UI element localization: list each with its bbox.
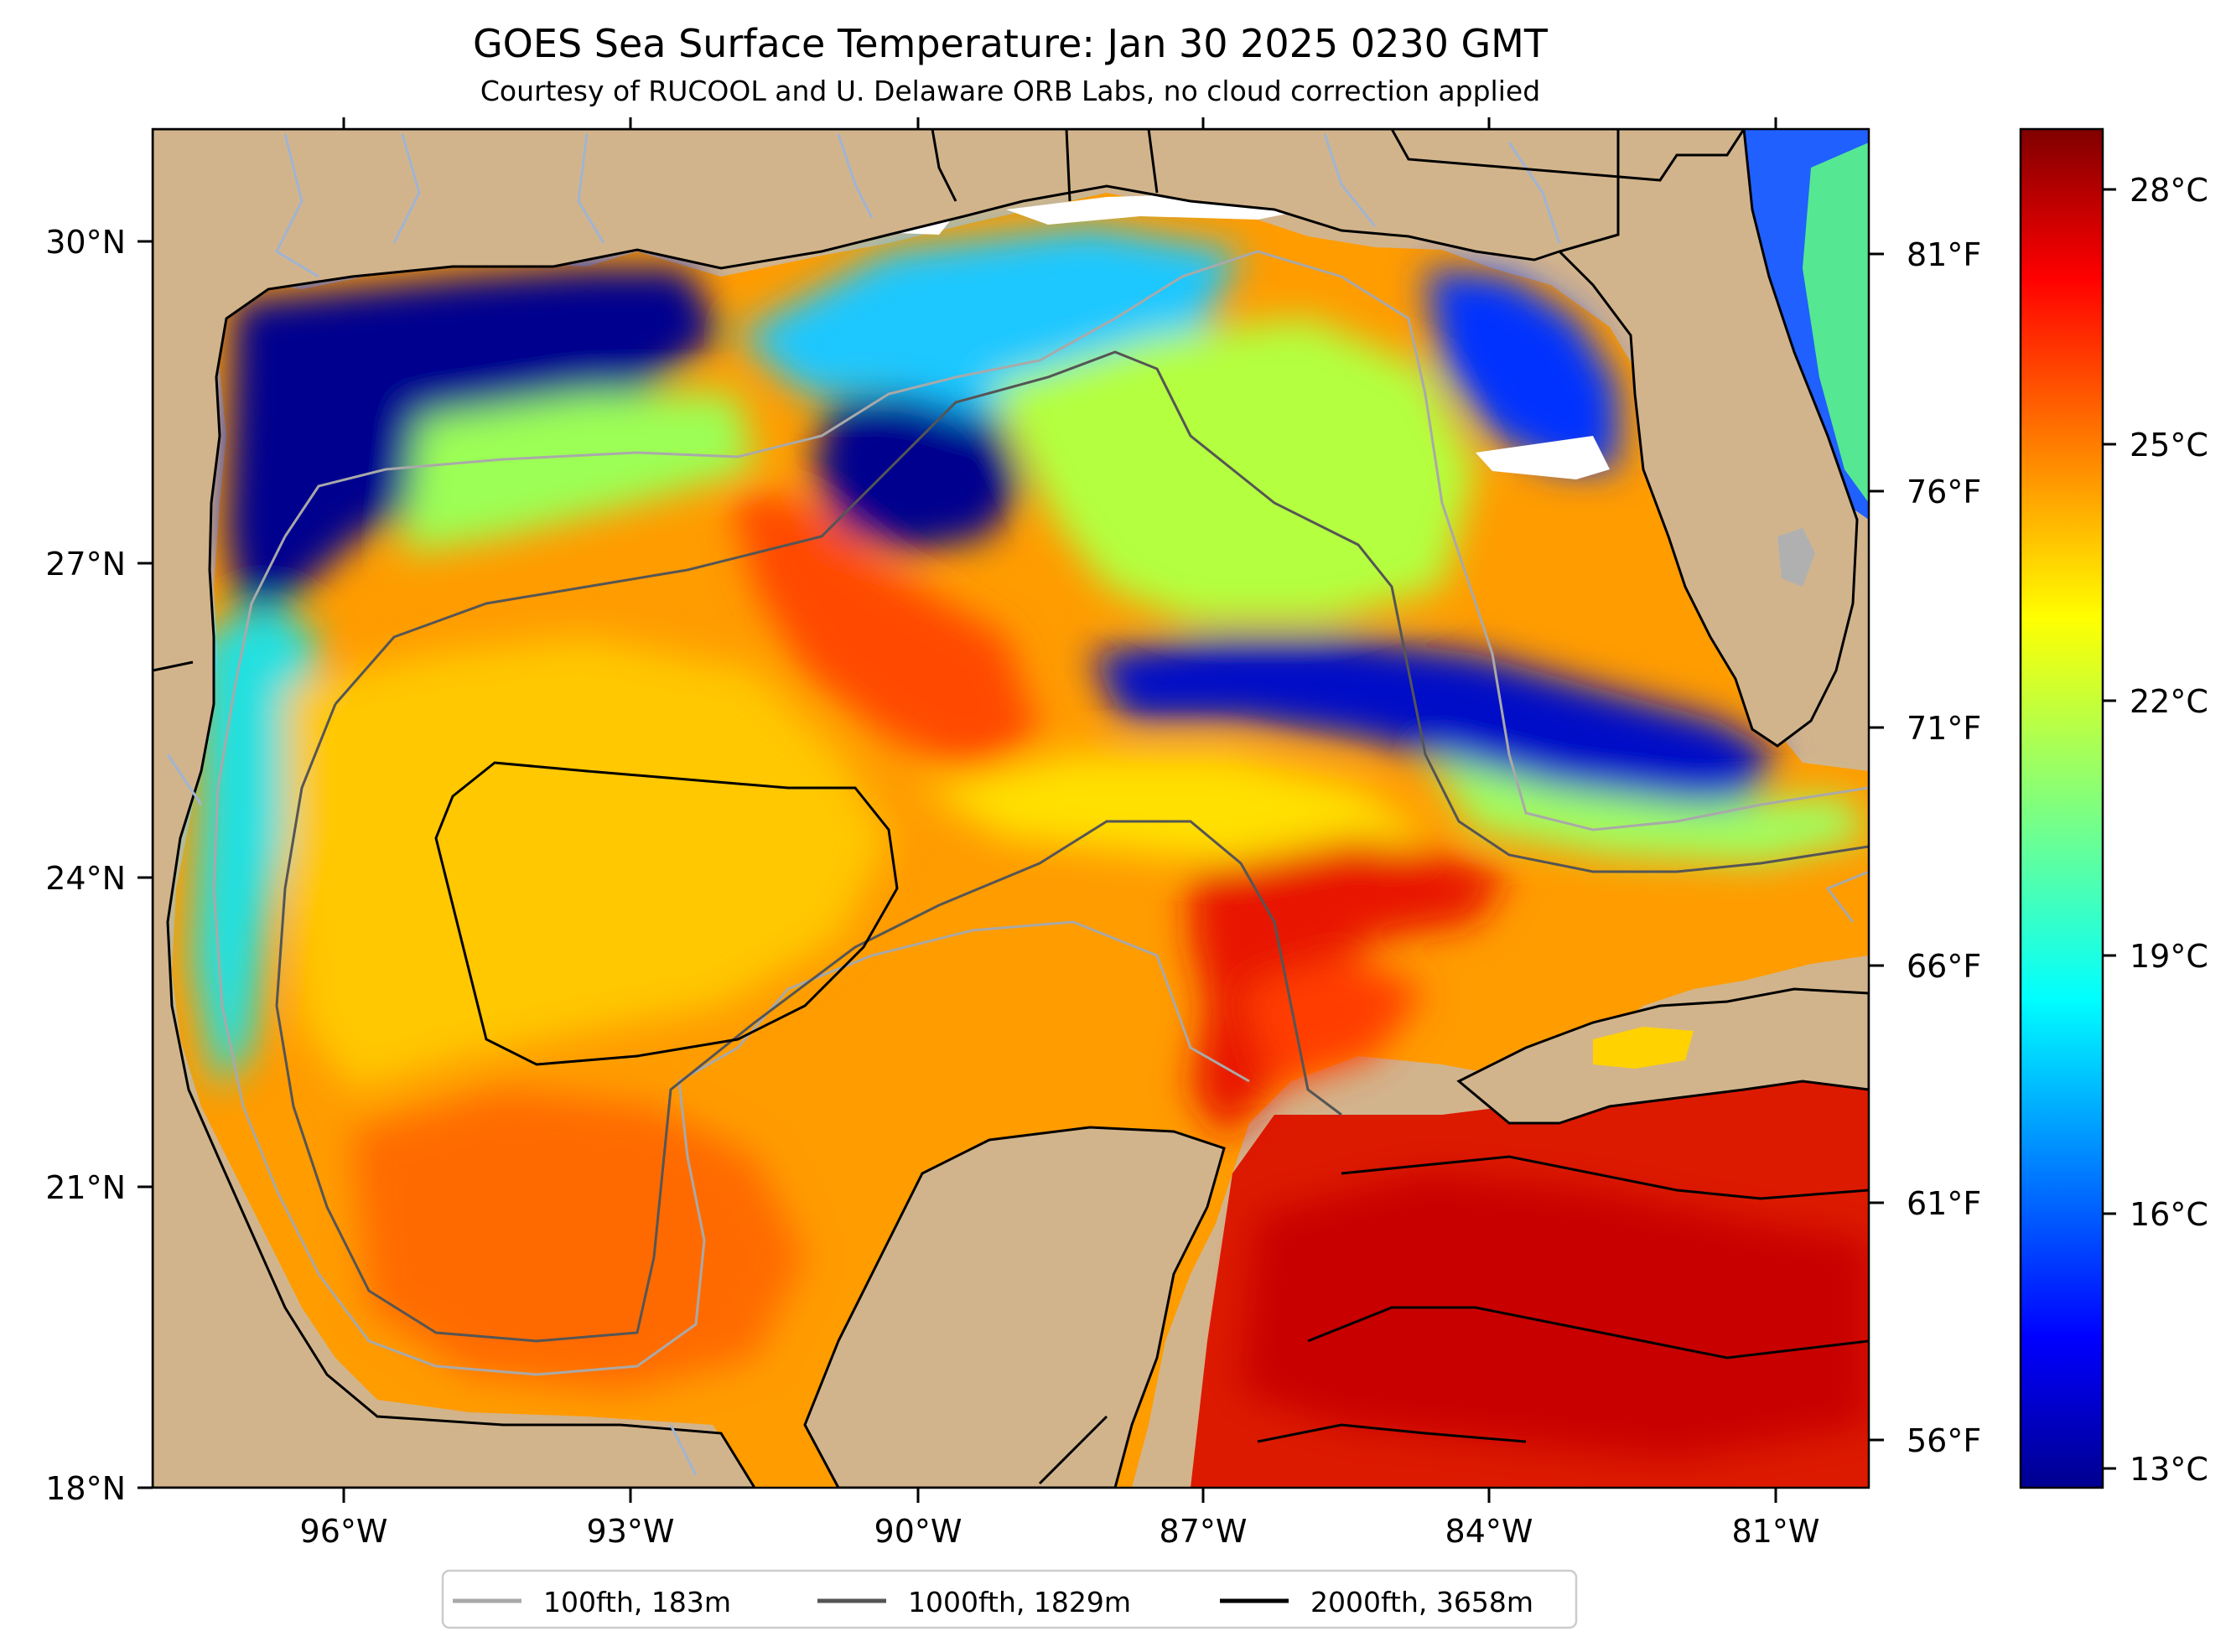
florida-peninsula [1557, 129, 1859, 748]
warm-south-basin [352, 1090, 805, 1391]
colorbar-label-25c: 25°C [2130, 427, 2208, 463]
colorbar-label-19c: 19°C [2130, 938, 2208, 975]
fahrenheit-label-61f: 61°F [1907, 1185, 1981, 1222]
no-data-florida [1476, 436, 1610, 479]
lat-label-21n: 21°N [45, 1169, 126, 1206]
bathymetry-2000fth [434, 761, 1869, 1443]
mild-region-north [402, 394, 755, 553]
lake-okeechobee [1777, 528, 1815, 587]
cold-blob-louisiana [813, 394, 1023, 553]
fahrenheit-label-81f: 81°F [1907, 236, 1981, 273]
lon-label-81w: 81°W [1732, 1513, 1820, 1550]
colorbar: 28°C 25°C 22°C 19°C 16°C 13°C [2019, 127, 2208, 1489]
latitude-labels: 30°N 27°N 24°N 21°N 18°N [45, 224, 126, 1507]
mild-band-east [1425, 754, 1869, 863]
cuba-inland-warm [1593, 1027, 1694, 1069]
longitude-labels: 96°W 93°W 90°W 87°W 84°W 81°W [300, 1513, 1820, 1550]
figure-title: GOES Sea Surface Temperature: Jan 30 202… [473, 21, 1549, 66]
legend-box [441, 1569, 1578, 1629]
bathymetry-1000fth [275, 350, 1869, 1343]
colorbar-gradient [2019, 127, 2104, 1489]
lon-label-93w: 93°W [587, 1513, 675, 1550]
lat-label-18n: 18°N [45, 1470, 126, 1507]
fahrenheit-label-56f: 56°F [1907, 1422, 1981, 1459]
legend-label-100fth: 100fth, 183m [543, 1586, 731, 1618]
colorbar-label-16c: 16°C [2130, 1196, 2208, 1233]
borders [153, 129, 1746, 1485]
colorbar-label-13c: 13°C [2130, 1451, 2208, 1488]
colorbar-ticks [2103, 188, 2116, 1470]
colorbar-label-22c: 22°C [2130, 683, 2208, 720]
bathymetry-100fth [212, 250, 1869, 1376]
legend: 100fth, 183m 1000fth, 1829m 2000fth, 365… [441, 1569, 1578, 1629]
lon-label-84w: 84°W [1445, 1513, 1533, 1550]
lon-label-90w: 90°W [874, 1513, 962, 1550]
warm-yellow-west [285, 637, 889, 1090]
hot-caribbean [1241, 1173, 1869, 1458]
atlantic-warm [1803, 142, 1869, 503]
lat-label-27n: 27°N [45, 546, 126, 583]
legend-label-2000fth: 2000fth, 3658m [1310, 1586, 1533, 1618]
cold-band-east [1090, 637, 1777, 805]
legend-label-1000fth: 1000fth, 1829m [908, 1586, 1131, 1618]
fahrenheit-labels: 81°F 76°F 71°F 66°F 61°F 56°F [1907, 236, 1981, 1459]
colorbar-label-28c: 28°C [2130, 172, 2208, 209]
lat-label-30n: 30°N [45, 224, 126, 261]
lon-label-87w: 87°W [1160, 1513, 1248, 1550]
colorbar-labels: 28°C 25°C 22°C 19°C 16°C 13°C [2130, 172, 2208, 1488]
map-ticks [137, 117, 1884, 1503]
fahrenheit-label-66f: 66°F [1907, 948, 1981, 985]
lat-label-24n: 24°N [45, 860, 126, 897]
figure-subtitle: Courtesy of RUCOOL and U. Delaware ORB L… [480, 75, 1540, 107]
mild-band-southcentral [922, 754, 1425, 872]
map-panel [153, 129, 1869, 1488]
fahrenheit-label-71f: 71°F [1907, 710, 1981, 747]
warm-core-north [729, 486, 1040, 771]
lon-label-96w: 96°W [300, 1513, 388, 1550]
yucatan-peninsula [803, 1126, 1226, 1488]
fahrenheit-label-76f: 76°F [1907, 474, 1981, 510]
rivers [166, 133, 1561, 1476]
cold-shelf-florida [1425, 268, 1618, 469]
map-frame [151, 127, 1870, 1489]
